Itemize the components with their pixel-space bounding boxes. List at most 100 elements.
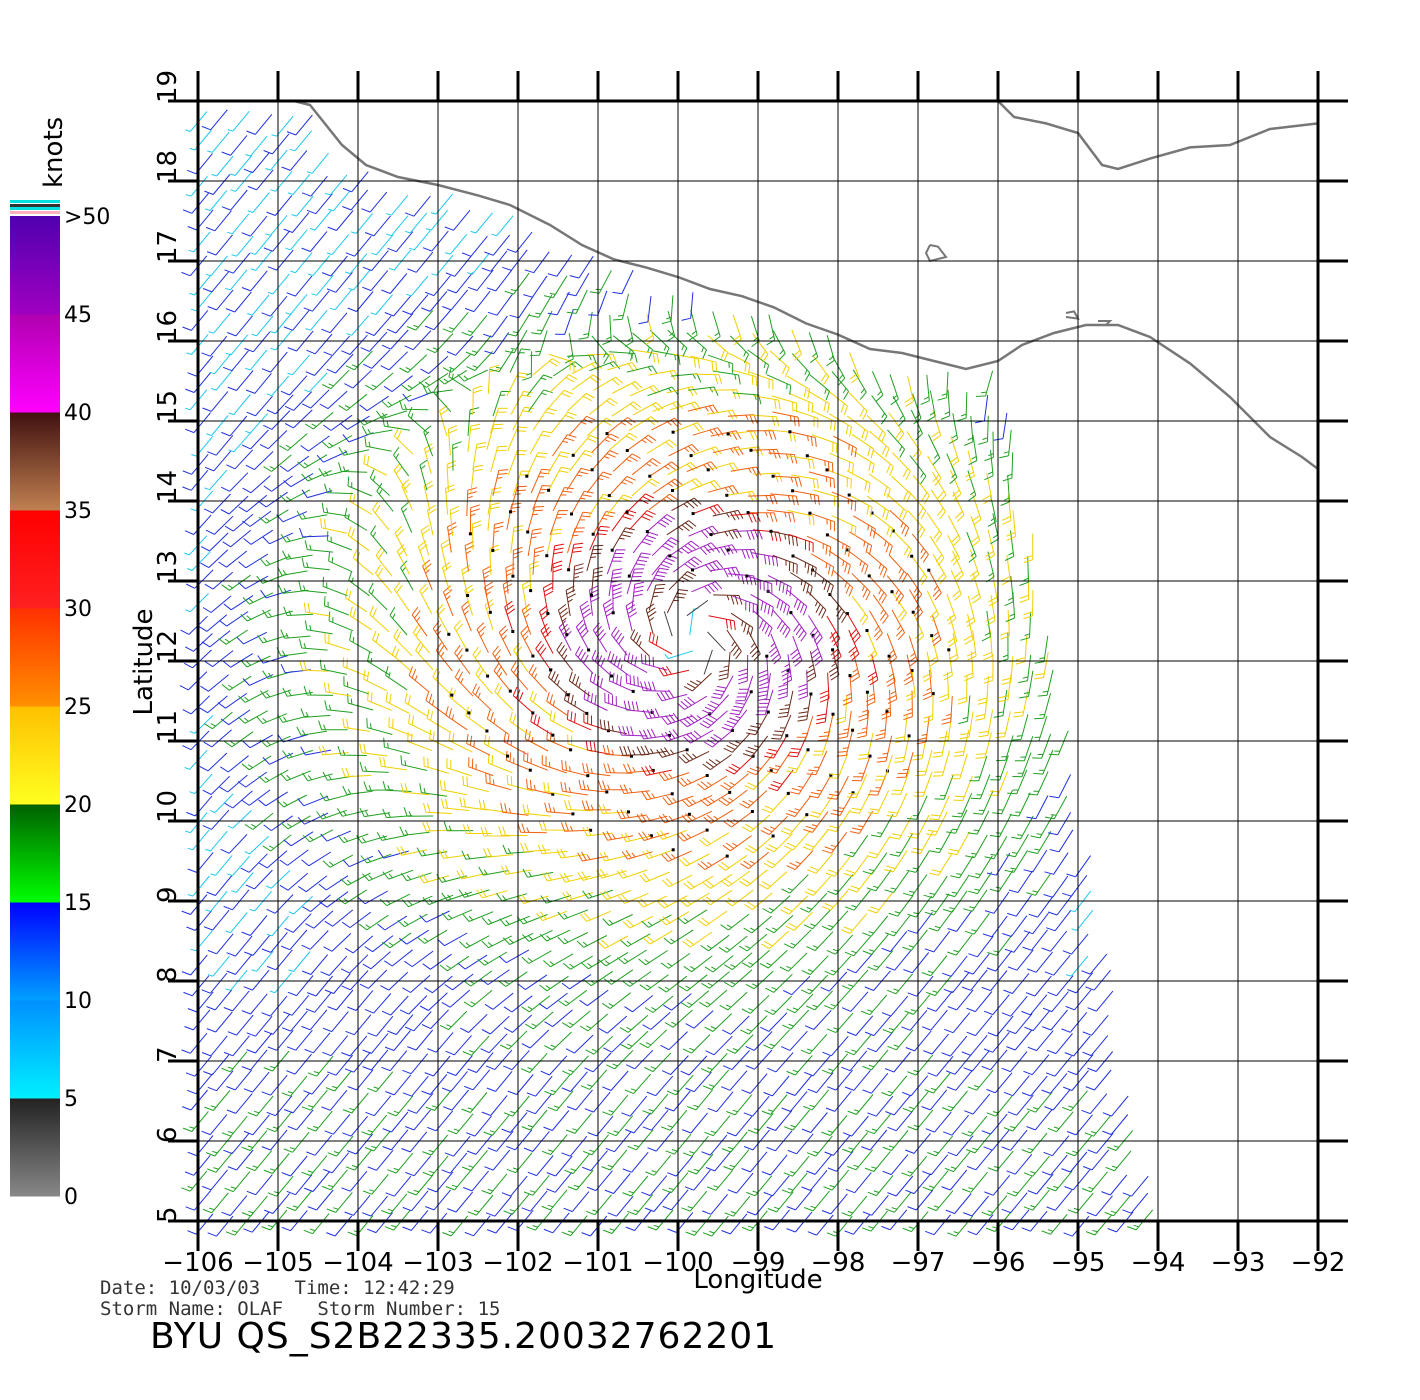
wind-barb	[889, 509, 910, 537]
wind-barb	[340, 872, 371, 886]
wind-barb	[218, 550, 248, 568]
wind-barb	[661, 712, 693, 725]
lat-tick-label: 10	[153, 790, 183, 823]
wind-barb	[886, 656, 896, 687]
wind-barb	[676, 829, 708, 842]
wind-barb	[946, 1069, 973, 1091]
wind-barb	[780, 895, 809, 915]
wind-barb	[480, 826, 510, 837]
wind-barb	[640, 681, 670, 692]
wind-barb	[546, 1171, 573, 1193]
wind-barb	[1061, 1011, 1088, 1033]
wind-barb	[423, 802, 453, 814]
rain-flag	[649, 834, 653, 838]
wind-barb	[1019, 573, 1030, 603]
wind-barb	[723, 969, 753, 988]
wind-barb	[204, 1090, 231, 1111]
wind-barb	[483, 1115, 510, 1136]
wind-barb	[588, 397, 618, 415]
wind-barb	[493, 662, 511, 692]
wind-barb	[467, 269, 494, 291]
wind-barb	[513, 642, 529, 673]
wind-barb	[465, 335, 492, 356]
wind-barb	[187, 829, 210, 851]
wind-barb	[391, 645, 413, 673]
wind-barb	[619, 745, 649, 756]
wind-barb	[892, 452, 911, 480]
wind-barb	[760, 1012, 788, 1032]
wind-barb	[1067, 1054, 1094, 1076]
wind-barb	[291, 195, 314, 217]
wind-barb	[721, 1213, 748, 1235]
wind-barb	[842, 675, 853, 706]
wind-barb	[848, 392, 868, 420]
wind-barb	[723, 1149, 750, 1171]
wind-barb	[284, 409, 313, 429]
wind-barb	[482, 315, 508, 338]
wind-barb	[713, 594, 743, 605]
wind-barb	[205, 210, 232, 232]
wind-barb	[1044, 852, 1069, 875]
wind-barb	[356, 835, 388, 844]
rain-flag	[726, 432, 730, 436]
rain-flag	[750, 810, 754, 813]
wind-barb	[426, 333, 454, 354]
wind-barb	[868, 473, 891, 499]
wind-barb	[872, 594, 889, 624]
wind-barb	[677, 909, 708, 925]
wind-barb	[888, 554, 908, 583]
wind-barb	[824, 1135, 851, 1156]
wind-barb	[763, 1175, 790, 1197]
wind-barb	[306, 1110, 333, 1132]
wind-barb	[321, 312, 348, 334]
wind-barb	[711, 675, 734, 700]
wind-barb	[497, 971, 528, 987]
wind-barb	[780, 1030, 808, 1051]
wind-barb	[544, 1009, 573, 1028]
wind-barb	[521, 1029, 550, 1049]
wind-barb	[797, 693, 812, 722]
rain-flag	[848, 674, 852, 678]
wind-barb	[393, 628, 413, 657]
wind-barb	[306, 333, 333, 355]
wind-barb	[238, 575, 269, 590]
wind-barb	[894, 735, 910, 763]
wind-barb	[812, 730, 831, 756]
wind-barb	[321, 502, 350, 517]
wind-barb	[1015, 635, 1028, 665]
wind-barb	[606, 417, 636, 434]
wind-barb	[486, 1070, 513, 1092]
colorbar-cap	[10, 200, 60, 203]
wind-barb	[704, 1013, 733, 1032]
wind-barb	[189, 274, 212, 296]
wind-barb	[923, 1033, 949, 1055]
wind-barb	[1122, 1175, 1149, 1197]
wind-barb	[326, 531, 352, 551]
wind-barb	[662, 795, 694, 806]
wind-barb	[303, 685, 334, 696]
rain-flag	[749, 690, 753, 694]
wind-barb	[183, 649, 212, 669]
wind-barb	[349, 631, 373, 654]
wind-barb	[932, 750, 950, 777]
wind-barb	[345, 1149, 372, 1171]
wind-barb	[746, 711, 769, 736]
wind-barb	[763, 849, 792, 869]
wind-barb	[258, 509, 289, 524]
rain-flag	[890, 590, 894, 594]
wind-barb	[298, 638, 328, 651]
rain-flag	[467, 711, 471, 715]
wind-barb	[467, 1052, 494, 1073]
wind-barb	[246, 1174, 273, 1196]
wind-barb	[740, 1015, 768, 1035]
wind-barb	[924, 930, 951, 953]
wind-barb	[222, 529, 252, 548]
wind-barb	[206, 875, 233, 896]
wind-barb	[921, 955, 948, 977]
wind-barb	[608, 568, 623, 597]
wind-barb	[549, 374, 578, 393]
wind-barb	[730, 466, 762, 477]
wind-barb	[382, 1111, 409, 1133]
lat-lon-grid	[196, 99, 1320, 1223]
wind-barb	[907, 975, 934, 997]
